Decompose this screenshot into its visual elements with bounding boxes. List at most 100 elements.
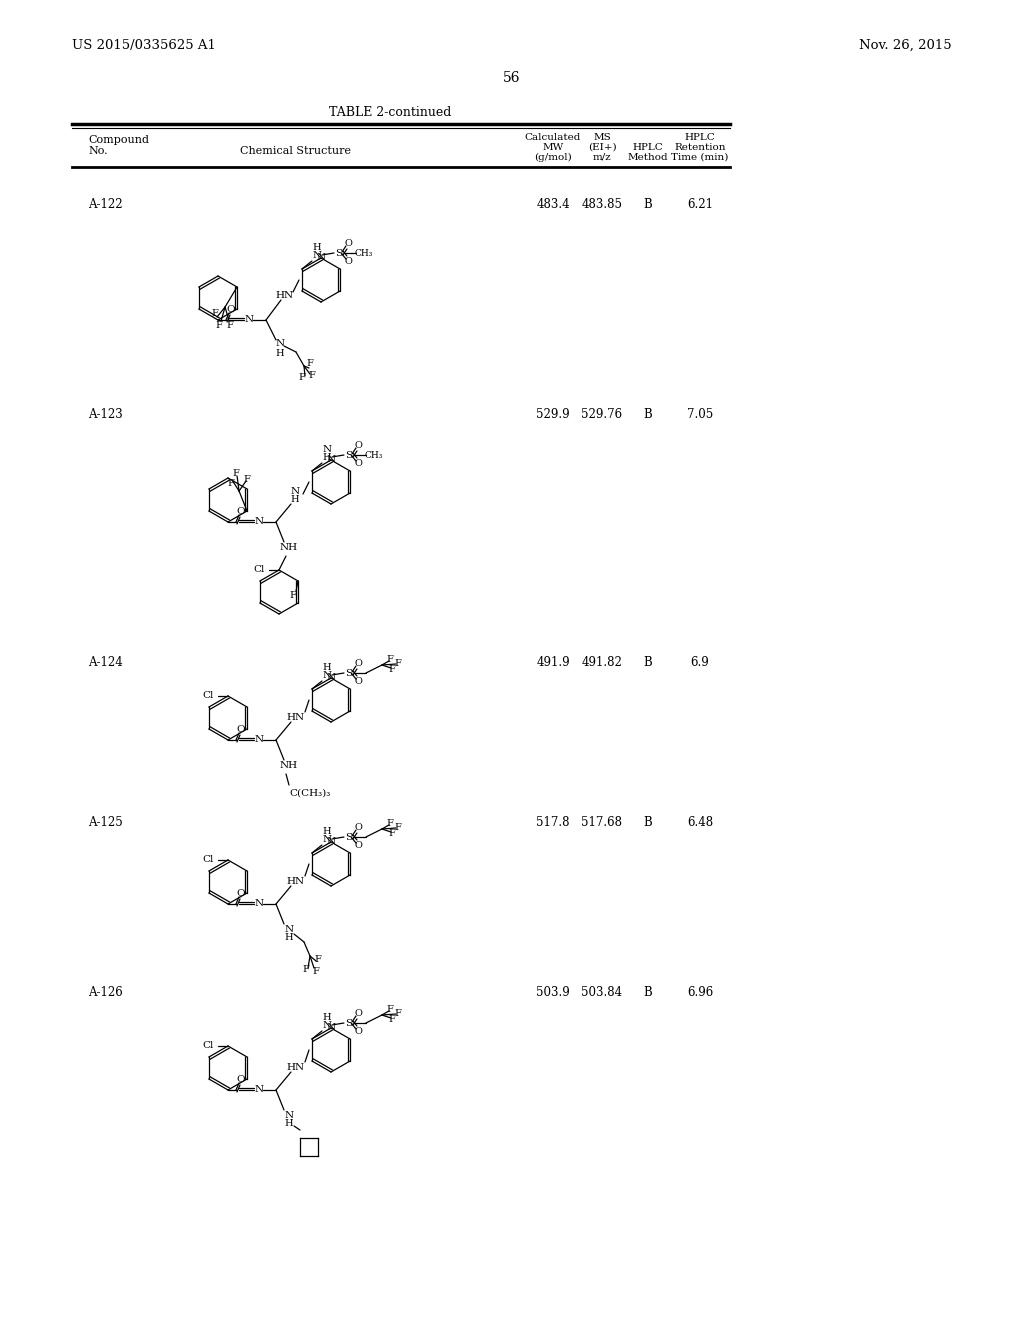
Text: Method: Method (628, 153, 669, 161)
Text: Calculated: Calculated (525, 132, 582, 141)
Text: S: S (336, 248, 342, 257)
Text: No.: No. (88, 147, 108, 156)
Text: HN: HN (287, 713, 305, 722)
Text: A-123: A-123 (88, 408, 123, 421)
Text: N: N (254, 1085, 263, 1094)
Text: F: F (306, 359, 313, 368)
Text: NH: NH (280, 543, 298, 552)
Text: A-122: A-122 (88, 198, 123, 211)
Text: HN: HN (275, 292, 294, 301)
Text: H: H (275, 348, 285, 358)
Text: MS: MS (593, 132, 611, 141)
Text: O: O (237, 1076, 246, 1085)
Text: F: F (312, 966, 319, 975)
Text: O: O (237, 890, 246, 899)
Text: C(CH₃)₃: C(CH₃)₃ (289, 788, 331, 797)
Text: O: O (237, 726, 246, 734)
Text: Nov. 26, 2015: Nov. 26, 2015 (859, 38, 952, 51)
Text: B: B (644, 986, 652, 999)
Text: O: O (354, 458, 361, 467)
Text: O: O (354, 1027, 361, 1035)
Text: F: F (232, 469, 240, 478)
Text: O: O (344, 256, 352, 265)
Text: A-124: A-124 (88, 656, 123, 669)
Text: N: N (285, 924, 294, 933)
Text: N: N (245, 315, 254, 325)
Text: F: F (386, 1005, 393, 1014)
Text: 503.84: 503.84 (582, 986, 623, 999)
Text: H: H (323, 1012, 331, 1022)
Text: m/z: m/z (593, 153, 611, 161)
Text: F: F (388, 1015, 395, 1023)
Text: MW: MW (543, 143, 563, 152)
Text: F: F (302, 965, 309, 974)
Text: A-126: A-126 (88, 986, 123, 999)
Text: (g/mol): (g/mol) (535, 152, 571, 161)
Text: H: H (291, 495, 299, 504)
Text: H: H (312, 243, 322, 252)
Text: N: N (254, 899, 263, 908)
Text: F: F (212, 309, 218, 318)
Text: O: O (354, 1008, 361, 1018)
Text: O: O (344, 239, 352, 248)
Text: B: B (644, 656, 652, 669)
Text: F: F (244, 474, 251, 483)
Text: N: N (323, 836, 332, 845)
Text: HN: HN (287, 876, 305, 886)
Text: S: S (345, 833, 352, 842)
Text: 56: 56 (503, 71, 521, 84)
Text: N: N (254, 735, 263, 744)
Text: Retention: Retention (674, 143, 726, 152)
Text: N: N (327, 837, 336, 846)
Text: Time (min): Time (min) (672, 153, 729, 161)
Text: Cl: Cl (203, 1041, 214, 1051)
Text: F: F (394, 822, 401, 832)
Text: F: F (314, 956, 322, 965)
Text: F: F (388, 829, 395, 837)
Text: N: N (323, 445, 332, 454)
Text: 7.05: 7.05 (687, 408, 713, 421)
Text: F: F (299, 374, 305, 383)
Text: N: N (327, 1023, 336, 1032)
Text: F: F (308, 371, 315, 380)
Text: S: S (345, 1019, 352, 1027)
Text: CH₃: CH₃ (365, 450, 383, 459)
Text: N: N (316, 253, 326, 263)
Text: 483.85: 483.85 (582, 198, 623, 211)
Text: HPLC: HPLC (633, 143, 664, 152)
Text: F: F (386, 818, 393, 828)
Text: 483.4: 483.4 (537, 198, 569, 211)
Text: N: N (327, 673, 336, 682)
Text: 503.9: 503.9 (537, 986, 570, 999)
Text: 529.76: 529.76 (582, 408, 623, 421)
Text: 6.96: 6.96 (687, 986, 713, 999)
Text: F: F (290, 590, 297, 599)
Text: Cl: Cl (203, 692, 214, 701)
Text: (EI+): (EI+) (588, 143, 616, 152)
Text: H: H (285, 933, 293, 942)
Text: TABLE 2-continued: TABLE 2-continued (329, 106, 452, 119)
Text: US 2015/0335625 A1: US 2015/0335625 A1 (72, 38, 216, 51)
Text: F: F (394, 659, 401, 668)
Text: H: H (323, 663, 331, 672)
Text: 529.9: 529.9 (537, 408, 569, 421)
Text: NH: NH (280, 760, 298, 770)
Text: CH₃: CH₃ (354, 248, 373, 257)
Text: N: N (323, 1022, 332, 1031)
Text: O: O (354, 441, 361, 450)
Text: F: F (388, 664, 395, 673)
Text: H: H (323, 826, 331, 836)
Text: HPLC: HPLC (685, 132, 716, 141)
Text: B: B (644, 817, 652, 829)
Text: O: O (354, 841, 361, 850)
Text: N: N (285, 1110, 294, 1119)
Text: 6.9: 6.9 (690, 656, 710, 669)
Text: O: O (354, 659, 361, 668)
Text: O: O (226, 305, 236, 314)
Text: N: N (323, 672, 332, 681)
Text: N: N (254, 517, 263, 527)
Text: N: N (327, 455, 336, 465)
Text: N: N (275, 339, 285, 348)
Text: S: S (345, 450, 352, 459)
Text: H: H (285, 1119, 293, 1129)
